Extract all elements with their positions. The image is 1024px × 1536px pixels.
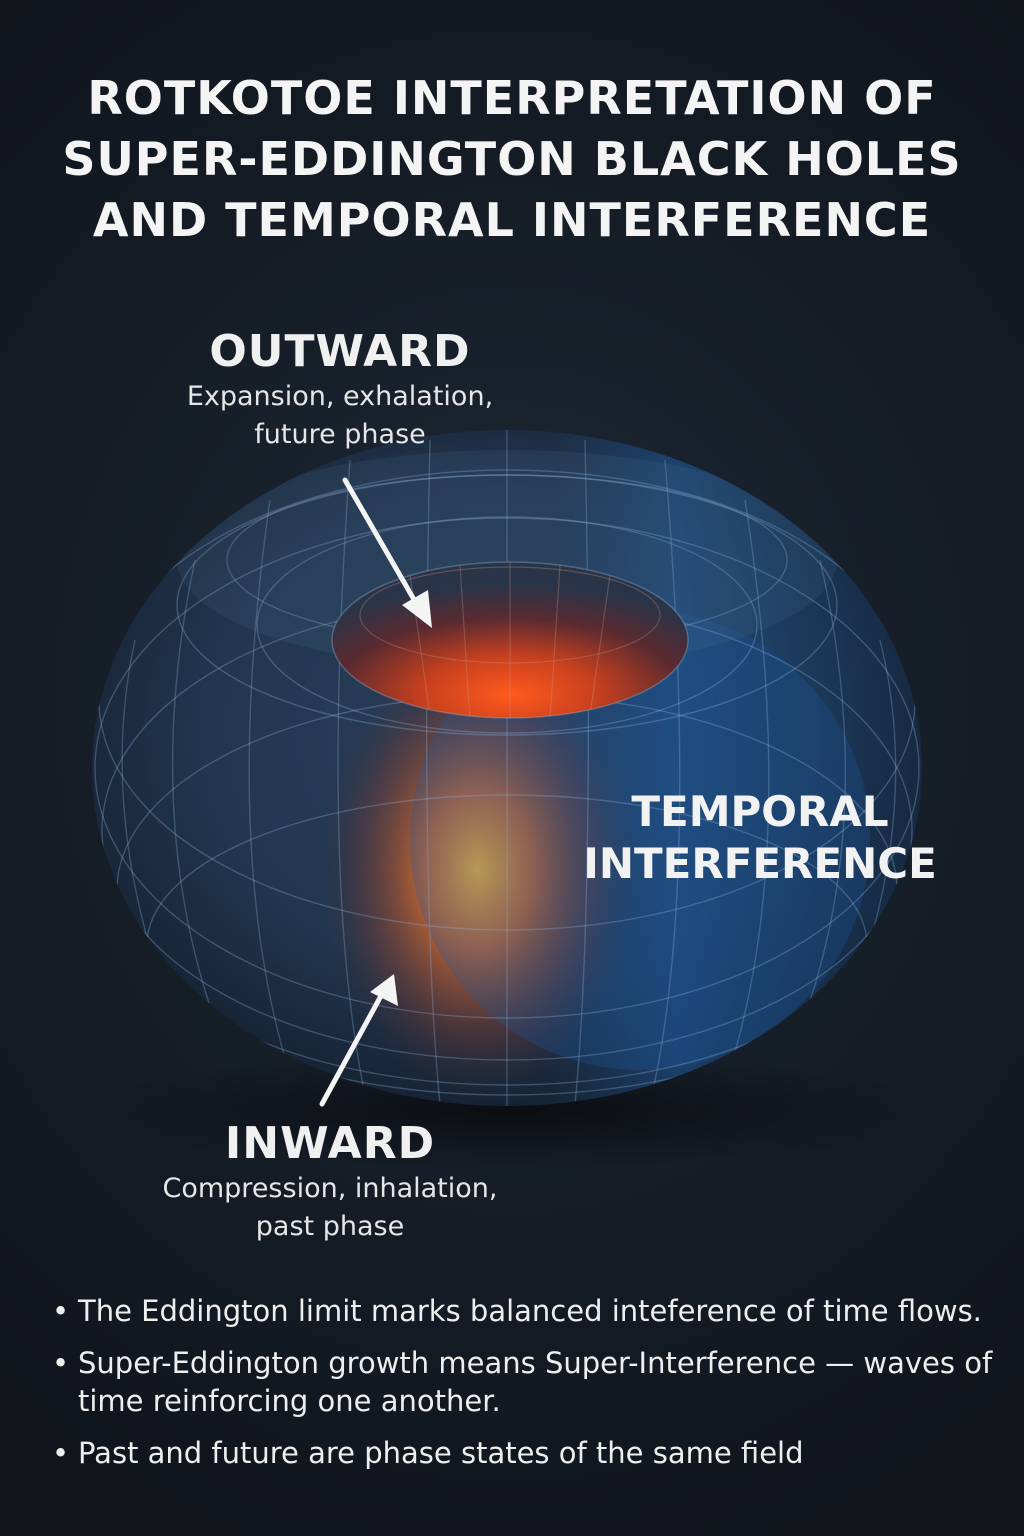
title-line-3: AND TEMPORAL INTERFERENCE	[92, 193, 932, 247]
arrow-up-icon	[319, 974, 398, 1107]
outward-description-line-2: future phase	[254, 419, 426, 450]
inward-label: INWARD Compression, inhalation, past pha…	[120, 1118, 540, 1246]
page-title: ROTKOTOE INTERPRETATION OF SUPER-EDDINGT…	[0, 68, 1024, 251]
bullet-list: The Eddington limit marks balanced intef…	[52, 1292, 1002, 1486]
outward-heading: OUTWARD	[209, 326, 471, 377]
temporal-line-2: INTERFERENCE	[583, 839, 937, 888]
inward-description-line-2: past phase	[255, 1211, 405, 1242]
bullet-item: Super-Eddington growth means Super-Inter…	[52, 1344, 1002, 1420]
title-line-1: ROTKOTOE INTERPRETATION OF	[87, 71, 937, 125]
bullet-item: Past and future are phase states of the …	[52, 1434, 1002, 1472]
outward-description-line-1: Expansion, exhalation,	[186, 381, 494, 412]
inward-description-line-1: Compression, inhalation,	[162, 1173, 498, 1204]
outward-label: OUTWARD Expansion, exhalation, future ph…	[130, 326, 550, 454]
inward-heading: INWARD	[224, 1118, 436, 1169]
arrow-down-icon	[342, 477, 432, 628]
grid-longitudes	[121, 430, 897, 1106]
temporal-line-1: TEMPORAL	[631, 787, 889, 836]
temporal-interference-label: TEMPORAL INTERFERENCE	[570, 786, 950, 890]
bullet-item: The Eddington limit marks balanced intef…	[52, 1292, 1002, 1330]
warm-band	[318, 640, 638, 1100]
torus-shadow	[82, 1050, 942, 1170]
title-line-2: SUPER-EDDINGTON BLACK HOLES	[62, 132, 962, 186]
